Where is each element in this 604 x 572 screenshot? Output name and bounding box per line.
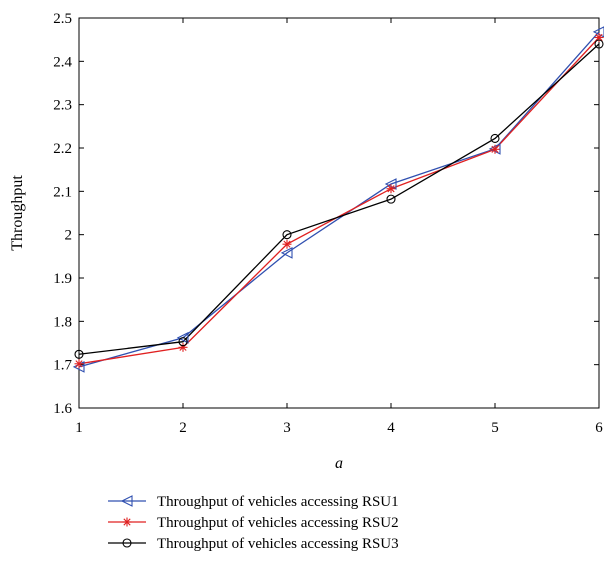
x-tick-label: 1 (75, 420, 83, 436)
legend-marker-rsu3 (122, 538, 132, 548)
y-tick-label: 2 (65, 228, 73, 244)
y-axis-label: Throughput (9, 175, 26, 251)
series-lines (78, 31, 600, 368)
x-tick-label: 3 (283, 420, 291, 436)
data-point-rsu2 (282, 239, 292, 249)
x-tick-label: 6 (595, 420, 603, 436)
x-tick-label: 2 (179, 420, 187, 436)
y-tick-label: 1.8 (53, 314, 72, 330)
legend-marker-rsu1 (120, 495, 133, 507)
data-point-rsu2-stroke (387, 185, 395, 193)
legend: Throughput of vehicles accessing RSU1 Thr… (108, 494, 399, 552)
data-point-rsu3 (178, 337, 188, 347)
y-tick-label: 2.2 (53, 141, 72, 157)
y-tick-label: 2.4 (53, 54, 72, 70)
y-tick-label: 2.1 (53, 184, 72, 200)
y-tick-label: 2.5 (53, 11, 72, 27)
data-point-rsu2-stroke (75, 360, 83, 368)
data-point-rsu2-stroke (491, 145, 499, 153)
y-tick-label: 1.6 (53, 401, 72, 417)
legend-marker-rsu2 (122, 517, 132, 527)
y-tick-label: 1.7 (53, 358, 72, 374)
data-point-rsu1 (280, 246, 293, 259)
plot-frame (78, 17, 600, 409)
legend-label-rsu1: Throughput of vehicles accessing RSU1 (157, 494, 399, 510)
data-point-rsu2 (594, 33, 604, 42)
data-point-rsu3 (490, 133, 500, 144)
data-point-rsu3 (594, 39, 604, 49)
series-line-rsu2 (78, 37, 600, 365)
x-axis-label: a (335, 455, 343, 472)
legend-label-rsu3: Throughput of vehicles accessing RSU3 (157, 536, 399, 552)
legend-label-rsu2: Throughput of vehicles accessing RSU2 (157, 515, 399, 531)
data-point-rsu3 (386, 194, 396, 204)
data-point-rsu3 (74, 349, 84, 359)
data-point-rsu3 (282, 230, 292, 240)
data-point-rsu2 (386, 184, 396, 194)
data-point-rsu1 (176, 331, 189, 344)
x-tick-label: 5 (491, 420, 499, 436)
data-point-rsu2-stroke (283, 240, 291, 248)
legend-marker-rsu2-stroke (123, 518, 131, 526)
axis-ticks: 1 2 3 4 5 6 1.6 1.7 1.8 1.9 2 2.1 2.2 2.3 2.4 2.5 (53, 11, 603, 436)
series-markers (72, 26, 604, 373)
series-line-rsu3 (78, 43, 600, 355)
data-point-rsu2 (490, 144, 500, 154)
data-point-rsu2-stroke (595, 33, 603, 42)
plot-area (78, 17, 600, 409)
series-line-rsu1 (78, 31, 600, 368)
y-tick-label: 1.9 (53, 271, 72, 287)
y-tick-label: 2.3 (53, 98, 72, 114)
x-tick-label: 4 (387, 420, 395, 436)
data-point-rsu2 (74, 359, 84, 369)
